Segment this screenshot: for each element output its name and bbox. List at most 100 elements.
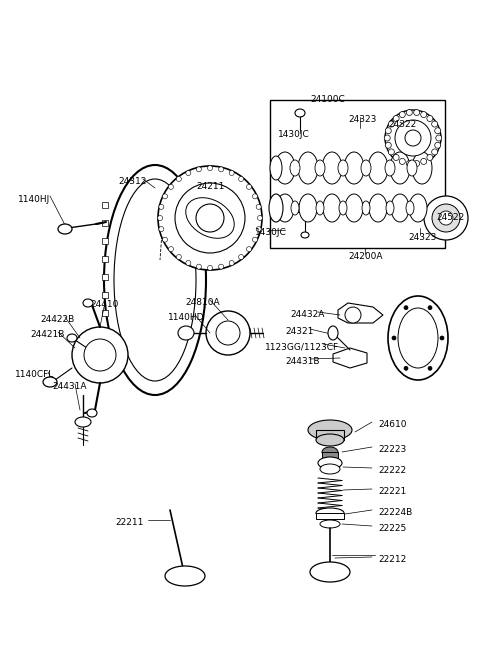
Ellipse shape [339, 201, 347, 215]
Ellipse shape [435, 143, 441, 148]
Ellipse shape [388, 149, 395, 155]
Text: 24200A: 24200A [348, 252, 383, 261]
Ellipse shape [338, 160, 348, 176]
Ellipse shape [391, 194, 409, 222]
Ellipse shape [276, 194, 294, 222]
Ellipse shape [414, 160, 420, 166]
Ellipse shape [256, 227, 261, 232]
Ellipse shape [428, 367, 432, 371]
Ellipse shape [427, 116, 433, 122]
Ellipse shape [395, 120, 431, 156]
Ellipse shape [72, 327, 128, 383]
Ellipse shape [427, 154, 433, 160]
Ellipse shape [239, 177, 244, 181]
Ellipse shape [157, 215, 163, 221]
Text: 24323: 24323 [408, 233, 436, 242]
Ellipse shape [67, 334, 77, 342]
Ellipse shape [406, 201, 414, 215]
Ellipse shape [257, 215, 263, 221]
Ellipse shape [404, 367, 408, 371]
Ellipse shape [414, 110, 420, 116]
Ellipse shape [328, 326, 338, 340]
Ellipse shape [315, 160, 325, 176]
Ellipse shape [178, 326, 194, 340]
Ellipse shape [196, 264, 202, 269]
Ellipse shape [385, 110, 441, 166]
Ellipse shape [399, 158, 405, 164]
Ellipse shape [186, 198, 234, 238]
Text: 22211: 22211 [115, 518, 144, 527]
Bar [102, 256, 108, 262]
Ellipse shape [196, 204, 224, 232]
Ellipse shape [163, 237, 168, 242]
Bar [102, 220, 108, 226]
Bar [102, 346, 108, 352]
Ellipse shape [218, 264, 224, 269]
Ellipse shape [432, 121, 438, 127]
Ellipse shape [291, 201, 299, 215]
Text: 24312: 24312 [118, 177, 146, 186]
Ellipse shape [247, 246, 252, 252]
Ellipse shape [407, 110, 412, 116]
Text: 24410: 24410 [90, 300, 119, 309]
Text: 22222: 22222 [378, 466, 406, 475]
Ellipse shape [308, 420, 352, 440]
Ellipse shape [218, 167, 224, 172]
Text: 24100C: 24100C [310, 95, 345, 104]
Bar [102, 202, 108, 208]
Ellipse shape [322, 447, 338, 457]
Bar [102, 238, 108, 244]
Ellipse shape [388, 296, 448, 380]
Ellipse shape [424, 196, 468, 240]
Ellipse shape [323, 194, 341, 222]
Ellipse shape [239, 254, 244, 260]
Ellipse shape [388, 121, 395, 127]
Ellipse shape [316, 434, 344, 446]
Text: 22221: 22221 [378, 487, 406, 496]
Ellipse shape [345, 194, 363, 222]
Ellipse shape [320, 464, 340, 474]
Ellipse shape [104, 165, 206, 395]
Text: 24321: 24321 [285, 327, 313, 336]
Ellipse shape [320, 520, 340, 528]
Ellipse shape [216, 321, 240, 345]
Ellipse shape [432, 149, 438, 155]
Text: 24421B: 24421B [30, 330, 64, 339]
Ellipse shape [186, 260, 191, 265]
Bar [102, 310, 108, 316]
Ellipse shape [168, 185, 173, 189]
Ellipse shape [322, 152, 342, 184]
Text: 24610: 24610 [378, 420, 407, 429]
Ellipse shape [295, 109, 305, 117]
Text: 24422B: 24422B [40, 315, 74, 324]
Ellipse shape [207, 166, 213, 171]
Ellipse shape [344, 152, 364, 184]
Ellipse shape [186, 171, 191, 175]
Ellipse shape [390, 152, 410, 184]
Ellipse shape [362, 201, 370, 215]
Ellipse shape [436, 135, 442, 141]
Ellipse shape [440, 336, 444, 340]
Ellipse shape [176, 177, 181, 181]
Ellipse shape [206, 311, 250, 355]
Bar [316, 430, 344, 440]
Ellipse shape [299, 194, 317, 222]
Text: 1430JC: 1430JC [278, 130, 310, 139]
Ellipse shape [369, 194, 387, 222]
Ellipse shape [409, 194, 427, 222]
Ellipse shape [385, 160, 395, 176]
Ellipse shape [407, 160, 417, 176]
Ellipse shape [84, 339, 116, 371]
Ellipse shape [393, 116, 399, 122]
Text: 22225: 22225 [378, 524, 406, 533]
Text: 24211: 24211 [196, 182, 224, 191]
Bar [322, 452, 338, 458]
Ellipse shape [368, 152, 388, 184]
Bar [102, 292, 108, 298]
Ellipse shape [176, 254, 181, 260]
Ellipse shape [316, 508, 344, 518]
Ellipse shape [252, 237, 257, 242]
Ellipse shape [420, 158, 427, 164]
Ellipse shape [385, 143, 391, 148]
Ellipse shape [207, 265, 213, 271]
